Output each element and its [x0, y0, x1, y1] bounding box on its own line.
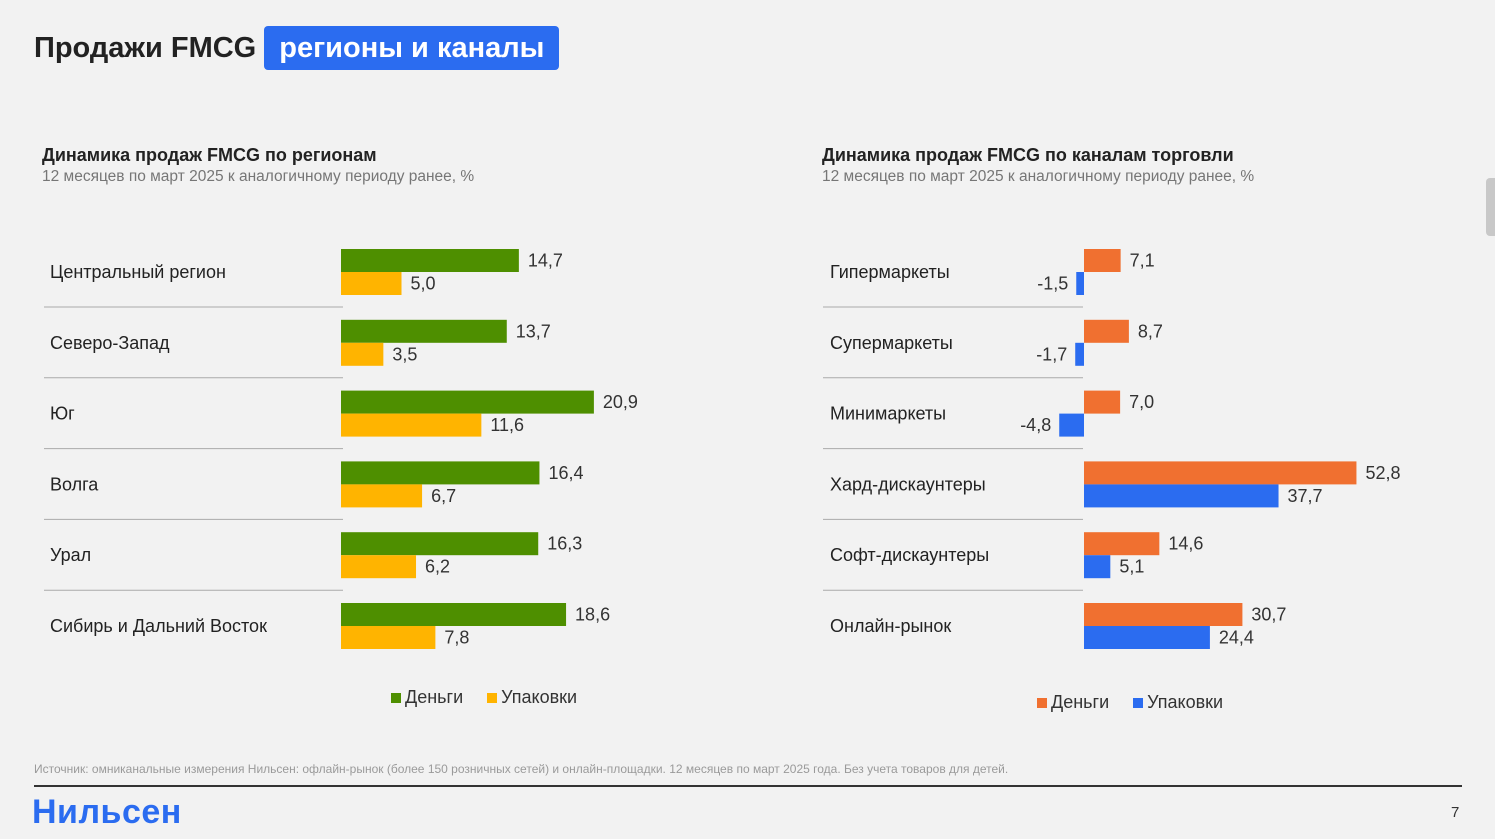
category-label: Хард-дискаунтеры	[830, 474, 986, 494]
value-label: 14,7	[528, 251, 563, 271]
category-label: Софт-дискаунтеры	[830, 545, 989, 565]
bar-money	[1084, 532, 1160, 556]
bar-money	[341, 461, 540, 485]
category-label: Гипермаркеты	[830, 262, 950, 282]
category-label: Минимаркеты	[830, 404, 946, 424]
category-label: Урал	[50, 545, 91, 565]
value-label: 20,9	[603, 392, 638, 412]
value-label: 5,1	[1119, 557, 1144, 577]
category-label: Волга	[50, 474, 99, 494]
bar-money	[341, 249, 519, 272]
bar-money	[1084, 603, 1243, 626]
value-label: 7,1	[1130, 251, 1155, 271]
value-label: 7,0	[1129, 392, 1154, 412]
legend-item-money: Деньги	[391, 687, 463, 708]
bar-money	[341, 603, 567, 626]
legend-swatch-packs	[1133, 697, 1144, 708]
legend-item-packs: Упаковки	[1133, 692, 1223, 713]
bar-packs	[341, 626, 436, 649]
slide-title-highlight: регионы и каналы	[264, 26, 560, 70]
bar-money	[341, 390, 594, 414]
regions-legend: Деньги Упаковки	[391, 687, 577, 708]
bar-packs	[1084, 555, 1111, 579]
legend-swatch-money	[1037, 697, 1047, 708]
page-number: 7	[1451, 804, 1460, 821]
legend-label-packs: Упаковки	[501, 687, 578, 707]
channels-chart: Гипермаркеты 7,1 -1,5 Супермаркеты 8,7 -1,7 Ми…	[823, 249, 1400, 649]
regions-chart-title: Динамика продаж FMCG по регионам	[42, 145, 377, 165]
bar-packs	[1059, 413, 1084, 437]
regions-chart: Центральный регион 14,7 5,0 Северо-Запад 13,…	[44, 249, 638, 649]
bar-packs	[1076, 272, 1084, 295]
bar-packs	[341, 272, 402, 295]
value-label: 3,5	[392, 344, 417, 364]
value-label: 11,6	[490, 415, 524, 435]
bar-packs	[341, 484, 423, 508]
value-label: -1,5	[1037, 274, 1068, 294]
bar-packs	[1075, 342, 1084, 366]
value-label: 5,0	[411, 274, 436, 294]
bar-money	[341, 532, 539, 556]
value-label: 16,4	[548, 463, 583, 483]
bar-money	[341, 319, 507, 343]
slide-title-main: Продажи FMCG	[34, 31, 257, 64]
legend-item-money: Деньги	[1037, 692, 1109, 713]
value-label: -4,8	[1020, 415, 1051, 435]
bar-money	[1084, 390, 1121, 414]
value-label: 16,3	[547, 534, 582, 554]
value-label: 52,8	[1365, 463, 1400, 483]
bar-money	[1084, 319, 1129, 343]
value-label: -1,7	[1036, 344, 1067, 364]
bar-packs	[341, 342, 384, 366]
legend-swatch-packs	[487, 692, 498, 703]
bar-money	[1084, 461, 1357, 485]
slide-title: Продажи FMCG регионы и каналы	[34, 26, 560, 70]
value-label: 30,7	[1251, 605, 1286, 625]
value-label: 13,7	[516, 321, 551, 341]
category-label: Онлайн-рынок	[830, 616, 951, 636]
category-label: Супермаркеты	[830, 333, 953, 353]
legend-label-money: Деньги	[405, 687, 464, 707]
legend-swatch-money	[391, 692, 401, 703]
scrollbar-handle[interactable]	[1486, 178, 1495, 236]
value-label: 37,7	[1288, 486, 1323, 506]
bar-packs	[1084, 484, 1279, 508]
bar-packs	[341, 413, 482, 437]
footer-divider	[34, 785, 1462, 787]
value-label: 24,4	[1219, 628, 1254, 648]
legend-item-packs: Упаковки	[487, 687, 577, 708]
channels-chart-title: Динамика продаж FMCG по каналам торговли	[822, 145, 1234, 165]
source-note: Источник: омниканальные измерения Нильсе…	[34, 762, 1009, 776]
value-label: 14,6	[1168, 534, 1203, 554]
channels-legend: Деньги Упаковки	[1037, 692, 1223, 713]
category-label: Юг	[50, 404, 75, 424]
channels-chart-subtitle: 12 месяцев по март 2025 к аналогичному п…	[822, 168, 1255, 185]
value-label: 18,6	[575, 605, 610, 625]
category-label: Центральный регион	[50, 262, 226, 282]
value-label: 6,2	[425, 557, 450, 577]
value-label: 6,7	[431, 486, 456, 506]
nielsen-logo: Нильсен	[32, 793, 182, 831]
regions-chart-subtitle: 12 месяцев по март 2025 к аналогичному п…	[42, 168, 475, 185]
legend-label-money: Деньги	[1051, 692, 1110, 712]
value-label: 7,8	[444, 628, 469, 648]
category-label: Сибирь и Дальний Восток	[50, 616, 267, 636]
legend-label-packs: Упаковки	[1147, 692, 1224, 712]
bar-packs	[341, 555, 417, 579]
value-label: 8,7	[1138, 321, 1163, 341]
bar-money	[1084, 249, 1121, 272]
bar-packs	[1084, 626, 1210, 649]
category-label: Северо-Запад	[50, 333, 170, 353]
